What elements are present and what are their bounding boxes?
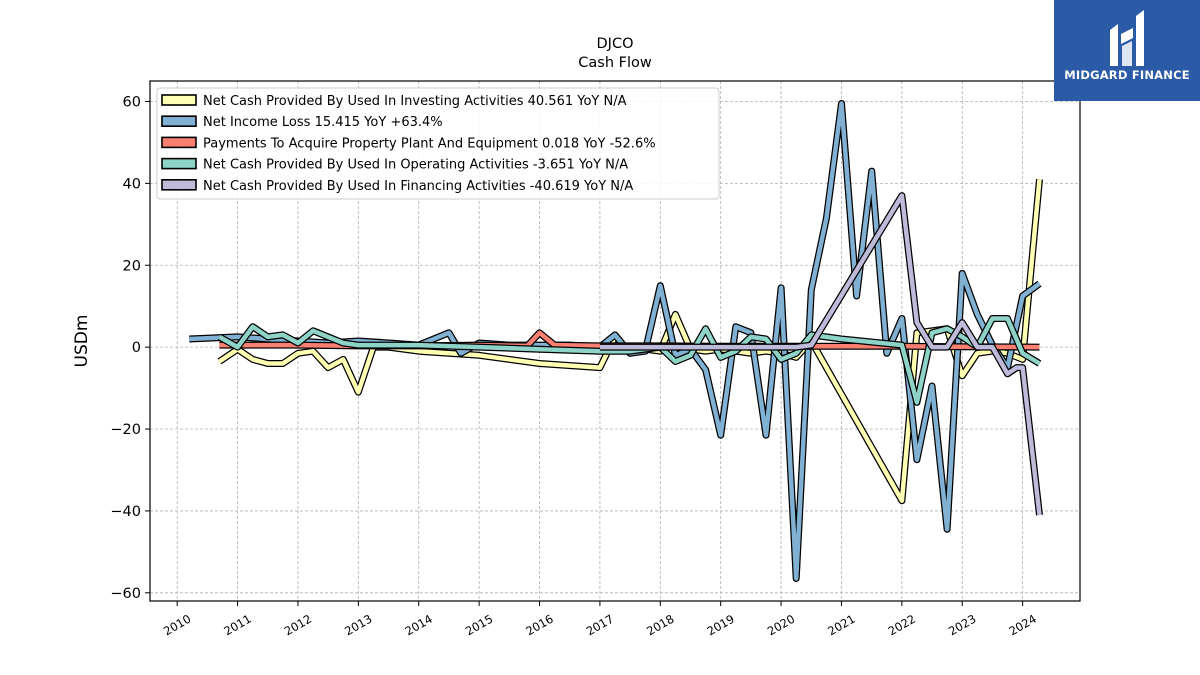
- x-tick-label: 2014: [403, 612, 435, 639]
- x-tick-label: 2016: [523, 612, 555, 639]
- legend-entry: Payments To Acquire Property Plant And E…: [203, 136, 656, 151]
- legend-swatch: [161, 157, 197, 170]
- x-tick-label: 2021: [825, 612, 857, 639]
- series-line-4: [599, 193, 1042, 516]
- x-tick-label: 2020: [765, 612, 797, 639]
- legend-box: [156, 87, 720, 200]
- legend-entry: Net Cash Provided By Used In Financing A…: [203, 179, 633, 194]
- y-tick-label: −20: [110, 422, 141, 438]
- chart-subtitle: Cash Flow: [578, 55, 652, 71]
- legend-entry: Net Cash Provided By Used In Operating A…: [203, 158, 628, 173]
- y-tick-label: 20: [123, 258, 141, 274]
- y-axis-label: USDm: [72, 315, 92, 368]
- y-tick-label: 60: [123, 94, 141, 110]
- x-tick-label: 2015: [463, 612, 495, 639]
- logo-mark-icon: [1110, 10, 1144, 66]
- x-tick-label: 2011: [221, 612, 253, 639]
- x-tick-label: 2013: [342, 612, 374, 639]
- x-tick-label: 2024: [1006, 612, 1038, 639]
- series-line-3: [218, 316, 1041, 405]
- x-tick-label: 2023: [946, 612, 978, 639]
- x-tick-label: 2022: [886, 612, 918, 639]
- brand-logo: MIDGARD FINANCE: [1054, 0, 1200, 101]
- legend-swatch: [161, 94, 197, 106]
- y-tick-label: −40: [110, 504, 141, 520]
- y-tick-label: 40: [123, 176, 141, 192]
- legend-entry: Net Cash Provided By Used In Investing A…: [203, 94, 627, 109]
- x-tick-label: 2017: [584, 612, 616, 639]
- plot-frame: [149, 80, 1081, 602]
- y-tick-label: −60: [110, 586, 141, 602]
- series-lines: [189, 100, 1043, 582]
- y-tick-label: 0: [132, 340, 141, 356]
- legend-entry: Net Income Loss 15.415 YoY +63.4%: [203, 115, 443, 130]
- logo-text: MIDGARD FINANCE: [1064, 68, 1190, 82]
- legend-swatch: [161, 115, 197, 127]
- chart-title: DJCO: [597, 36, 634, 52]
- legend-swatch: [161, 179, 197, 191]
- x-tick-label: 2010: [161, 612, 193, 639]
- x-tick-label: 2018: [644, 612, 676, 639]
- x-tick-label: 2012: [282, 612, 314, 639]
- legend: Net Cash Provided By Used In Investing A…: [156, 87, 720, 200]
- legend-swatch: [161, 136, 197, 149]
- x-tick-label: 2019: [705, 612, 737, 639]
